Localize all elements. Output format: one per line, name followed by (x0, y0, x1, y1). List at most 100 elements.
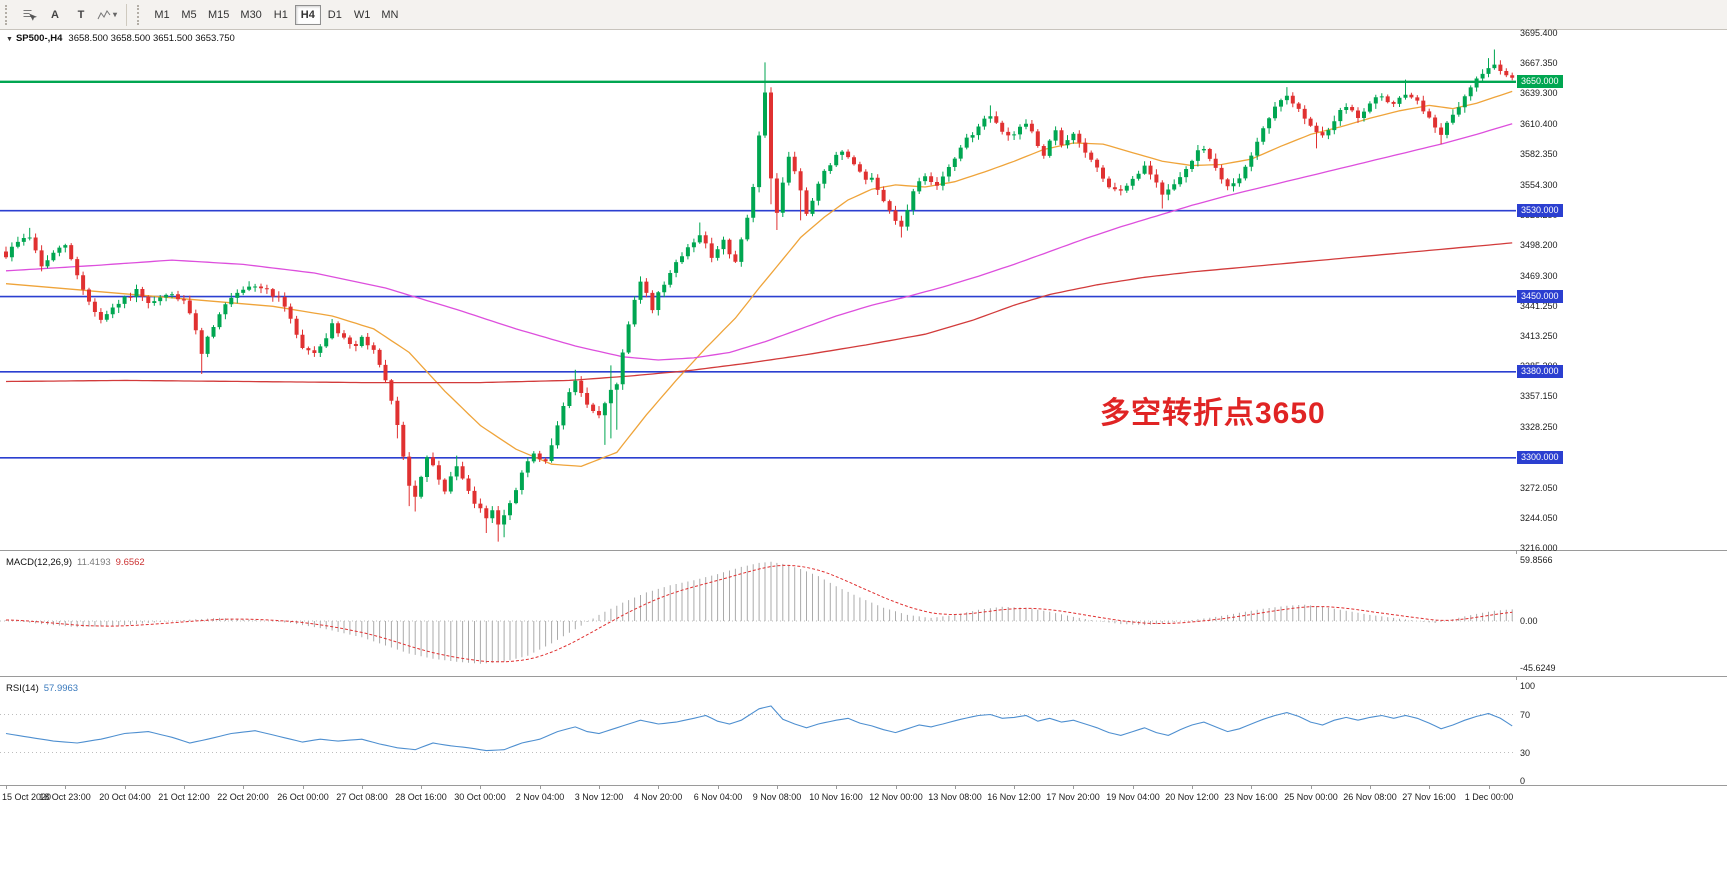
macd-canvas[interactable] (0, 554, 1516, 676)
timeframe-button-m5[interactable]: M5 (176, 5, 202, 25)
cursor-tool-button[interactable] (17, 4, 41, 26)
time-axis-tick (362, 786, 363, 789)
time-axis-label: 9 Nov 08:00 (752, 792, 802, 802)
time-axis-tick (125, 786, 126, 789)
rsi-axis-label: 70 (1520, 710, 1531, 720)
rsi-axis-label: 0 (1520, 776, 1526, 786)
time-axis-label: 10 Nov 16:00 (809, 792, 863, 802)
price-axis-label: 3357.150 (1520, 391, 1558, 401)
time-axis-tick (540, 786, 541, 789)
time-axis-tick (303, 786, 304, 789)
time-axis-tick (896, 786, 897, 789)
price-axis-label: 3582.350 (1520, 149, 1558, 159)
price-level-badge: 3530.000 (1517, 204, 1563, 217)
time-axis-tick (480, 786, 481, 789)
timeframe-button-h4[interactable]: H4 (294, 4, 321, 25)
price-level-badge: 3300.000 (1517, 451, 1563, 464)
time-axis-label: 2 Nov 04:00 (515, 792, 565, 802)
time-axis-label: 12 Nov 00:00 (869, 792, 923, 802)
macd-signal-value: 9.6562 (115, 557, 145, 568)
timeframe-button-m1[interactable]: M1 (149, 5, 175, 25)
timeframe-button-m15[interactable]: M15 (203, 5, 234, 25)
time-axis-tick (1133, 786, 1134, 789)
price-axis-label: 3413.250 (1520, 331, 1558, 341)
shapes-tool-button[interactable]: ▾ (95, 4, 119, 26)
price-level-badge: 3450.000 (1517, 290, 1563, 303)
moving-averages-layer (5, 90, 1513, 468)
price-axis-label: 3216.000 (1520, 543, 1558, 553)
macd-axis[interactable]: 59.8566 0.00 -45.6249 (1516, 554, 1727, 676)
time-axis-label: 23 Nov 16:00 (1224, 792, 1278, 802)
rsi-canvas[interactable] (0, 680, 1516, 785)
text-tool-button[interactable]: A (43, 4, 67, 26)
timeframe-toolbar-grip[interactable] (137, 4, 144, 25)
price-axis-label: 3498.200 (1520, 240, 1558, 250)
price-chart-canvas[interactable] (0, 30, 1516, 550)
rsi-name: RSI(14) (6, 683, 39, 694)
chart-annotation-text[interactable]: 多空转折点3650 (1100, 397, 1326, 430)
candles-layer (4, 49, 1515, 542)
price-axis-label: 3554.300 (1520, 180, 1558, 190)
timeframe-button-w1[interactable]: W1 (349, 5, 376, 25)
time-axis-label: 1 Dec 00:00 (1464, 792, 1514, 802)
ma-mid-magenta (5, 123, 1513, 361)
timeframe-button-mn[interactable]: MN (376, 5, 403, 25)
price-axis-label: 3667.350 (1520, 58, 1558, 68)
time-axis-tick (421, 786, 422, 789)
time-axis-label: 21 Oct 12:00 (158, 792, 210, 802)
text-tool-label: A (51, 8, 59, 21)
time-axis-tick (836, 786, 837, 789)
rsi-title: RSI(14) 57.9963 (6, 683, 78, 694)
macd-histogram (5, 561, 1513, 664)
time-axis-label: 26 Oct 00:00 (277, 792, 329, 802)
macd-title: MACD(12,26,9) 11.4193 9.6562 (6, 557, 145, 568)
price-axis-label: 3328.250 (1520, 422, 1558, 432)
chart-symbol-timeframe: SP500-,H4 (15, 33, 63, 44)
price-axis[interactable]: 3695.400 3667.350 3639.300 3610.400 3582.350… (1516, 28, 1727, 553)
price-level-badge: 3380.000 (1517, 365, 1563, 378)
toolbar-separator (126, 3, 127, 26)
rsi-line (5, 705, 1513, 752)
timeframe-button-h1[interactable]: H1 (268, 5, 294, 25)
price-level-badge: 3650.000 (1517, 75, 1563, 88)
rsi-axis-label: 30 (1520, 748, 1531, 758)
time-axis-label: 3 Nov 12:00 (574, 792, 624, 802)
rsi-axis-label: 100 (1520, 681, 1536, 691)
macd-axis-label: 59.8566 (1520, 555, 1553, 565)
cursor-lines-icon (23, 9, 37, 21)
time-axis-tick (1311, 786, 1312, 789)
panel-splitter-rsi[interactable] (0, 676, 1727, 680)
time-axis[interactable]: 15 Oct 2020 18 Oct 23:00 20 Oct 04:00 21 Oc… (0, 785, 1727, 808)
time-axis-label: 27 Nov 16:00 (1402, 792, 1456, 802)
time-axis-tick (1014, 786, 1015, 789)
time-axis-label: 18 Oct 23:00 (39, 792, 91, 802)
price-axis-label: 3441.250 (1520, 301, 1558, 311)
price-axis-label: 3469.300 (1520, 271, 1558, 281)
collapse-icon[interactable]: ▼ (6, 36, 13, 43)
time-axis-tick (1251, 786, 1252, 789)
time-axis-label: 13 Nov 08:00 (928, 792, 982, 802)
rsi-value: 57.9963 (43, 683, 79, 694)
toolbar-grip[interactable] (5, 4, 12, 25)
time-axis-label: 19 Nov 04:00 (1106, 792, 1160, 802)
timeframe-button-m30[interactable]: M30 (235, 5, 266, 25)
price-axis-label: 3244.050 (1520, 513, 1558, 523)
time-axis-tick (6, 786, 7, 789)
text-label-tool-glyph: T (77, 8, 85, 21)
chart-title: ▼ SP500-,H4 3658.500 3658.500 3651.500 365… (6, 33, 235, 44)
rsi-panel: RSI(14) 57.9963 (0, 680, 1727, 785)
time-axis-label: 20 Nov 12:00 (1165, 792, 1219, 802)
rsi-axis[interactable]: 100 70 30 0 (1516, 680, 1727, 786)
time-axis-tick (1370, 786, 1371, 789)
time-axis-label: 6 Nov 04:00 (693, 792, 743, 802)
text-label-tool-button[interactable]: T (69, 4, 93, 26)
chart-ohlc-values: 3658.500 3658.500 3651.500 3653.750 (68, 33, 235, 44)
macd-axis-label: -45.6249 (1520, 663, 1556, 673)
timeframe-button-d1[interactable]: D1 (322, 5, 348, 25)
ma-slow-red (5, 242, 1513, 384)
ma-fast-orange (5, 90, 1513, 468)
time-axis-tick (718, 786, 719, 789)
price-axis-label: 3272.050 (1520, 483, 1558, 493)
panel-splitter-macd[interactable] (0, 550, 1727, 554)
